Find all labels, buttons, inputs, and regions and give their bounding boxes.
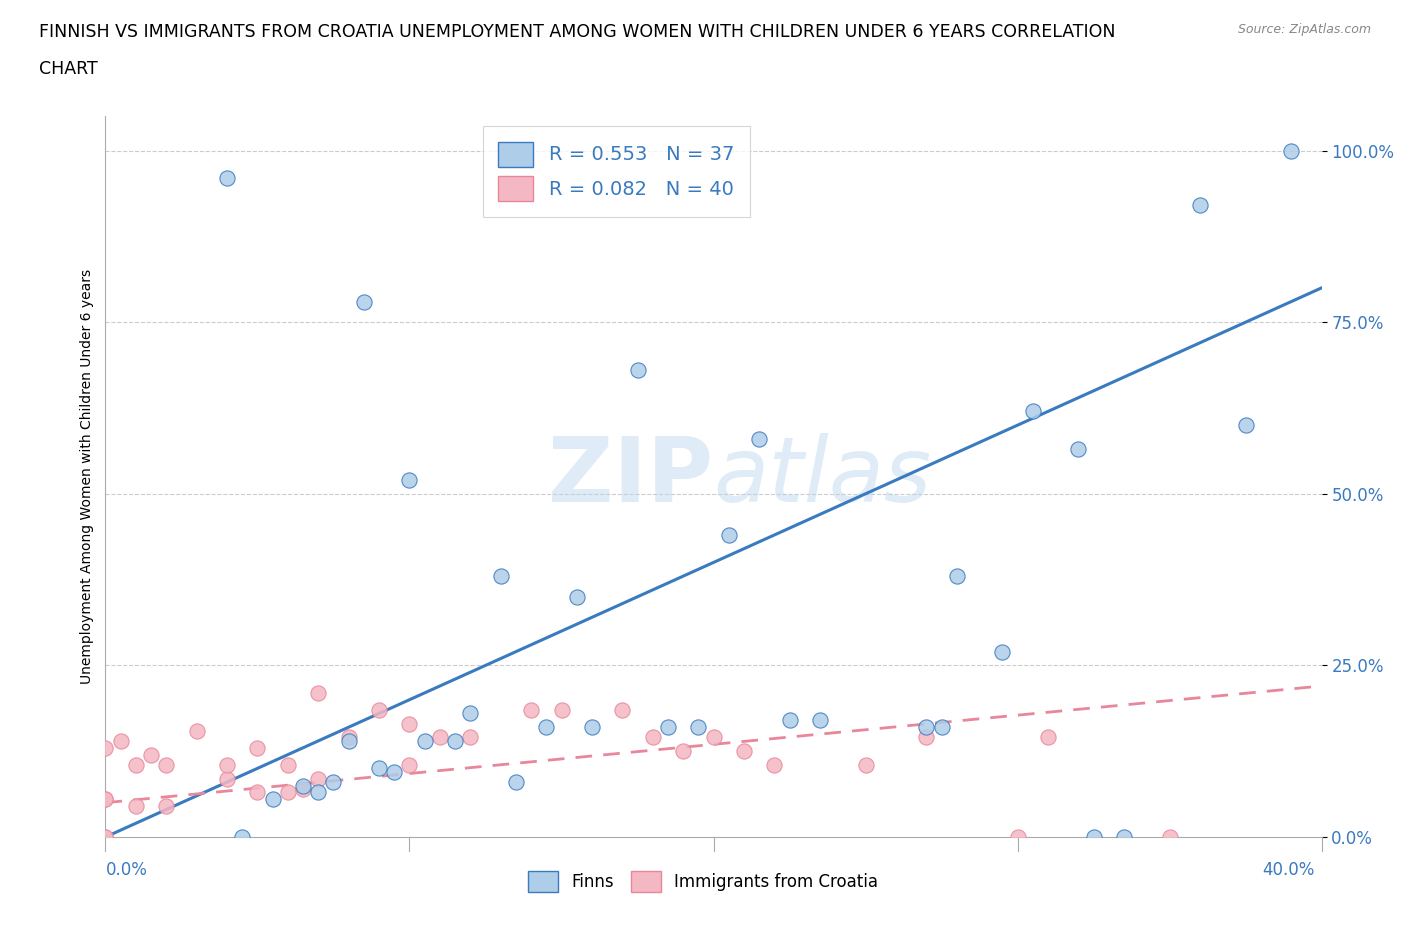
Text: 40.0%: 40.0% [1263,860,1315,879]
Point [1279,143,1302,158]
Point [398,472,420,487]
Point [322,775,344,790]
Text: atlas: atlas [713,432,932,521]
Point [307,785,329,800]
Point [110,734,132,749]
Text: Source: ZipAtlas.com: Source: ZipAtlas.com [1237,23,1371,36]
Point [217,771,239,786]
Point [368,761,391,776]
Text: FINNISH VS IMMIGRANTS FROM CROATIA UNEMPLOYMENT AMONG WOMEN WITH CHILDREN UNDER : FINNISH VS IMMIGRANTS FROM CROATIA UNEMP… [39,23,1116,41]
Point [94,830,117,844]
Point [657,720,679,735]
Point [217,757,239,772]
Point [94,791,117,806]
Point [398,757,420,772]
Point [581,720,603,735]
Point [155,757,177,772]
Point [337,730,360,745]
Text: CHART: CHART [39,60,98,78]
Point [672,744,695,759]
Point [307,771,329,786]
Point [748,432,770,446]
Point [855,757,877,772]
Point [94,830,117,844]
Legend: Finns, Immigrants from Croatia: Finns, Immigrants from Croatia [522,865,884,898]
Point [125,757,148,772]
Point [1112,830,1135,844]
Point [155,799,177,814]
Text: 0.0%: 0.0% [105,860,148,879]
Point [931,720,953,735]
Point [398,716,420,731]
Point [733,744,755,759]
Point [641,730,664,745]
Point [429,730,451,745]
Point [186,724,208,738]
Point [246,740,269,755]
Point [262,791,284,806]
Point [1188,198,1211,213]
Point [246,785,269,800]
Point [717,527,740,542]
Point [413,734,436,749]
Point [945,569,967,584]
Point [505,775,527,790]
Point [94,740,117,755]
Point [1036,730,1059,745]
Point [1234,418,1257,432]
Point [368,702,391,717]
Point [382,764,405,779]
Point [1022,404,1045,418]
Point [277,757,299,772]
Point [94,791,117,806]
Point [626,363,648,378]
Point [139,747,162,762]
Point [520,702,543,717]
Point [1007,830,1029,844]
Point [231,830,253,844]
Point [458,730,481,745]
Point [292,781,315,796]
Point [125,799,148,814]
Point [688,720,710,735]
Text: ZIP: ZIP [548,432,713,521]
Point [458,706,481,721]
Point [550,702,572,717]
Point [779,713,801,728]
Point [915,720,938,735]
Point [489,569,512,584]
Point [808,713,831,728]
Point [292,778,315,793]
Point [702,730,725,745]
Point [444,734,467,749]
Point [763,757,786,772]
Point [353,294,375,309]
Point [612,702,634,717]
Legend: R = 0.553   N = 37, R = 0.082   N = 40: R = 0.553 N = 37, R = 0.082 N = 40 [482,126,749,217]
Point [915,730,938,745]
Point [1067,442,1090,457]
Point [217,170,239,185]
Point [565,590,588,604]
Y-axis label: Unemployment Among Women with Children Under 6 years: Unemployment Among Women with Children U… [80,269,94,684]
Point [277,785,299,800]
Point [1159,830,1181,844]
Point [536,720,558,735]
Point [307,685,329,700]
Point [1083,830,1105,844]
Point [991,644,1014,659]
Point [337,734,360,749]
